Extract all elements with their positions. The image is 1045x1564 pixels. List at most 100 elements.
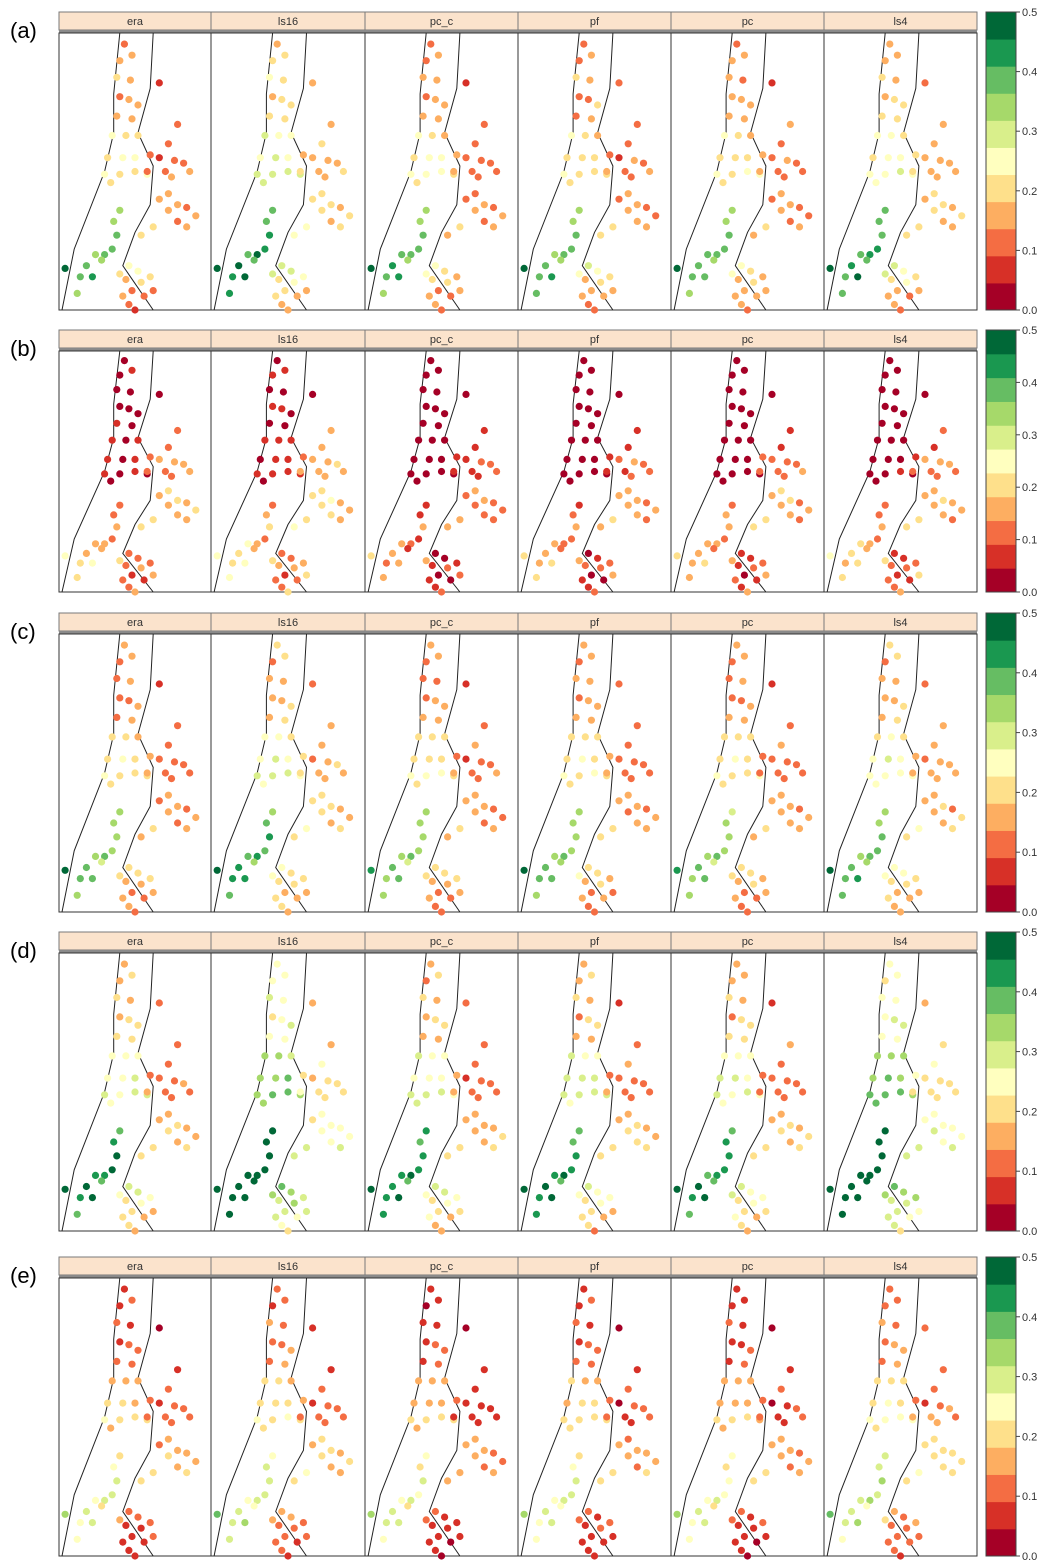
station-point <box>315 167 323 176</box>
station-point <box>131 769 139 777</box>
station-point <box>269 658 277 666</box>
station-point <box>780 775 788 783</box>
station-point <box>273 960 281 968</box>
station-point <box>327 1121 335 1129</box>
station-point <box>186 467 194 476</box>
station-point <box>799 167 807 176</box>
station-point <box>921 755 929 763</box>
station-point <box>584 262 593 270</box>
station-point <box>642 1469 651 1477</box>
facet-pf: pf <box>517 1257 672 1560</box>
strip-shadow <box>59 30 977 33</box>
colorbar-swatch <box>986 1311 1016 1340</box>
station-point <box>603 769 611 777</box>
station-point <box>256 455 264 463</box>
colorbar-swatch <box>986 255 1016 284</box>
station-point <box>290 231 298 239</box>
station-point <box>930 808 938 816</box>
station-point <box>404 545 412 553</box>
station-point <box>434 652 442 660</box>
station-point <box>878 993 886 1002</box>
station-point <box>673 1185 681 1193</box>
station-point <box>590 908 599 916</box>
station-point <box>805 1457 813 1466</box>
station-point <box>725 1477 733 1485</box>
colorbar-tick-label: 0.4 <box>1022 67 1037 79</box>
station-point <box>415 131 423 140</box>
station-point <box>250 1502 258 1510</box>
station-point <box>847 262 856 270</box>
colorbar-swatch <box>986 1067 1016 1096</box>
station-point <box>594 1052 602 1060</box>
station-point <box>590 1552 599 1560</box>
colorbar-tick-label: 0.2 <box>1022 787 1037 799</box>
station-point <box>462 999 470 1007</box>
station-point <box>269 270 277 278</box>
station-point <box>594 436 602 444</box>
station-point <box>125 583 133 591</box>
station-point <box>433 388 441 396</box>
station-point <box>881 93 889 101</box>
station-point <box>427 357 435 365</box>
station-point <box>265 1152 274 1160</box>
station-point <box>873 131 882 140</box>
colorbar-swatch <box>986 1095 1016 1123</box>
station-point <box>743 1088 752 1096</box>
station-point <box>104 154 112 162</box>
station-point <box>725 833 733 841</box>
station-point <box>269 1191 277 1199</box>
colorbar-swatch <box>986 66 1016 94</box>
station-point <box>104 1074 112 1082</box>
station-point <box>413 179 421 187</box>
station-point <box>939 802 947 811</box>
station-point <box>128 888 136 897</box>
station-point <box>431 902 439 911</box>
station-point <box>713 170 721 178</box>
station-point <box>930 1060 938 1068</box>
station-point <box>398 1171 406 1179</box>
station-point <box>272 1399 280 1407</box>
boundary-right <box>734 1277 767 1557</box>
colorbar-swatch <box>986 1501 1016 1530</box>
station-point <box>930 190 938 198</box>
station-point <box>887 1377 895 1385</box>
station-point <box>878 112 886 120</box>
station-point <box>532 891 541 899</box>
station-point <box>456 1144 464 1152</box>
station-point <box>180 761 188 769</box>
station-point <box>563 755 571 763</box>
station-point <box>489 825 498 833</box>
colorbar-tick-label: 0.1 <box>1022 245 1037 257</box>
station-point <box>428 1052 436 1060</box>
station-point <box>939 1138 947 1146</box>
station-point <box>548 559 556 567</box>
station-point <box>725 1032 733 1040</box>
colorbar-tick-label: 0.3 <box>1022 430 1037 442</box>
station-point <box>110 511 118 519</box>
boundary-right <box>581 633 614 913</box>
station-point <box>768 1399 776 1407</box>
station-point <box>740 115 749 123</box>
station-point <box>309 1116 317 1124</box>
station-point <box>854 559 862 567</box>
station-point <box>427 960 435 968</box>
station-point <box>930 206 938 214</box>
station-point <box>866 470 874 478</box>
facet-ls4: ls4 <box>823 1257 978 1560</box>
boundary-right <box>887 350 920 593</box>
station-point <box>433 996 441 1004</box>
station-point <box>174 426 182 435</box>
colorbar-swatch <box>986 776 1016 804</box>
station-point <box>909 1088 917 1096</box>
station-point <box>284 1399 292 1407</box>
station-point <box>149 571 157 579</box>
station-point <box>737 549 746 558</box>
facet-pc: pc <box>670 613 825 916</box>
colorbar-tick-label: 0.5 <box>1022 1252 1037 1264</box>
station-point <box>753 894 761 902</box>
station-point <box>265 993 274 1002</box>
station-point <box>431 1546 439 1554</box>
station-point <box>930 443 938 451</box>
station-point <box>272 1213 280 1221</box>
station-point <box>262 1138 270 1146</box>
